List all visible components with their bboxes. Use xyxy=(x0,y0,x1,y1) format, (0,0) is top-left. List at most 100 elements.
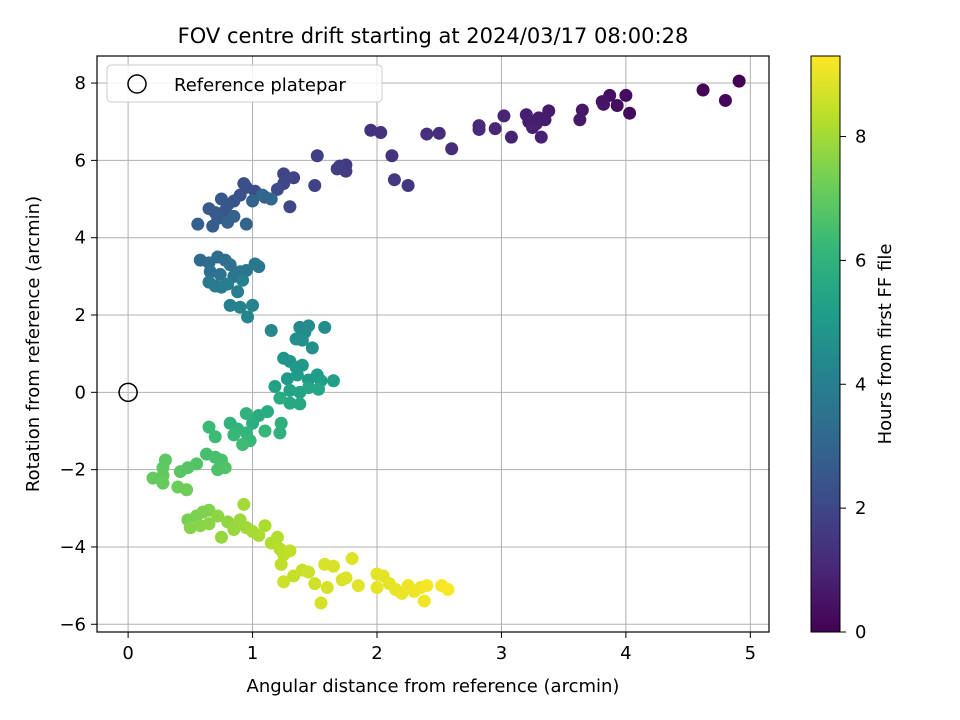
data-point xyxy=(270,530,284,544)
data-point xyxy=(283,396,297,410)
data-point xyxy=(202,517,216,531)
y-tick-label: −2 xyxy=(59,460,86,481)
data-point xyxy=(227,523,241,537)
data-point xyxy=(258,519,272,533)
data-point xyxy=(305,341,319,355)
data-point xyxy=(241,310,255,324)
data-point xyxy=(573,113,587,127)
data-point xyxy=(308,577,322,591)
data-point xyxy=(526,121,540,135)
data-point xyxy=(246,194,260,208)
data-point xyxy=(202,420,216,434)
data-point xyxy=(231,285,245,299)
data-point xyxy=(283,200,297,214)
data-point xyxy=(211,509,225,523)
colorbar-tick-label: 2 xyxy=(855,498,866,519)
data-point xyxy=(318,320,332,334)
x-tick-label: 5 xyxy=(745,643,756,664)
data-point xyxy=(370,581,384,595)
y-tick-label: 4 xyxy=(75,228,86,249)
data-point xyxy=(441,582,455,596)
data-point xyxy=(326,559,340,573)
data-point xyxy=(273,391,287,405)
data-point xyxy=(401,179,415,193)
data-point xyxy=(236,273,250,287)
data-point xyxy=(302,565,316,579)
data-point xyxy=(519,108,533,122)
data-point xyxy=(208,430,222,444)
data-point xyxy=(236,438,250,452)
data-point xyxy=(239,407,253,421)
data-point xyxy=(223,298,237,312)
data-point xyxy=(623,106,637,120)
data-point xyxy=(191,217,205,231)
data-point xyxy=(374,126,388,140)
x-tick-label: 1 xyxy=(247,643,258,664)
data-point xyxy=(273,426,287,440)
data-point xyxy=(295,333,309,347)
y-tick-label: −6 xyxy=(59,614,86,635)
y-tick-label: −4 xyxy=(59,537,86,558)
data-point xyxy=(351,579,365,593)
x-tick-label: 2 xyxy=(371,643,382,664)
data-point xyxy=(326,374,340,388)
data-point xyxy=(718,93,732,107)
data-point xyxy=(488,122,502,136)
data-point xyxy=(223,258,237,272)
data-point xyxy=(420,579,434,593)
data-point xyxy=(227,428,241,442)
data-point xyxy=(445,142,459,156)
data-point xyxy=(302,381,316,395)
x-tick-label: 0 xyxy=(122,643,133,664)
colorbar-tick-label: 4 xyxy=(855,374,866,395)
data-point xyxy=(534,130,548,144)
data-point xyxy=(610,98,624,112)
data-point xyxy=(364,123,378,137)
x-axis-label: Angular distance from reference (arcmin) xyxy=(247,676,620,697)
data-point xyxy=(308,179,322,193)
data-point xyxy=(274,416,288,430)
data-point xyxy=(283,544,297,558)
data-point xyxy=(246,416,260,430)
data-point xyxy=(237,177,251,191)
data-point xyxy=(387,173,401,187)
data-point xyxy=(274,557,288,571)
data-point xyxy=(180,483,194,497)
y-axis-label: Rotation from reference (arcmin) xyxy=(23,196,44,492)
data-point xyxy=(202,202,216,216)
data-point xyxy=(283,383,297,397)
data-point xyxy=(287,171,301,185)
data-point xyxy=(203,265,217,279)
data-point xyxy=(312,382,326,396)
data-point xyxy=(213,267,227,281)
y-tick-label: 2 xyxy=(75,305,86,326)
data-point xyxy=(227,209,241,223)
data-point xyxy=(314,596,328,610)
data-point xyxy=(280,372,294,386)
colorbar-ticks: 0 2 4 6 8 xyxy=(840,127,866,643)
data-point xyxy=(732,74,746,88)
data-point xyxy=(258,424,272,438)
data-point xyxy=(345,552,359,566)
data-point xyxy=(252,260,266,274)
colorbar xyxy=(810,55,841,633)
data-point xyxy=(290,368,304,382)
colorbar-label: Hours from first FF file xyxy=(875,244,896,445)
data-point xyxy=(214,192,228,206)
data-point xyxy=(310,149,324,163)
data-point xyxy=(339,571,353,585)
y-tick-label: 6 xyxy=(75,150,86,171)
data-point xyxy=(233,300,247,314)
x-tick-label: 4 xyxy=(620,643,631,664)
data-point xyxy=(183,521,197,535)
data-point xyxy=(206,219,220,233)
data-point xyxy=(270,182,284,196)
legend-box xyxy=(106,64,383,103)
data-point xyxy=(595,95,609,109)
data-point xyxy=(264,323,278,337)
reference-platepar-marker xyxy=(118,382,138,403)
data-point xyxy=(146,471,160,485)
colorbar-tick-label: 8 xyxy=(855,127,866,148)
data-point xyxy=(696,83,710,97)
data-point xyxy=(277,575,291,589)
